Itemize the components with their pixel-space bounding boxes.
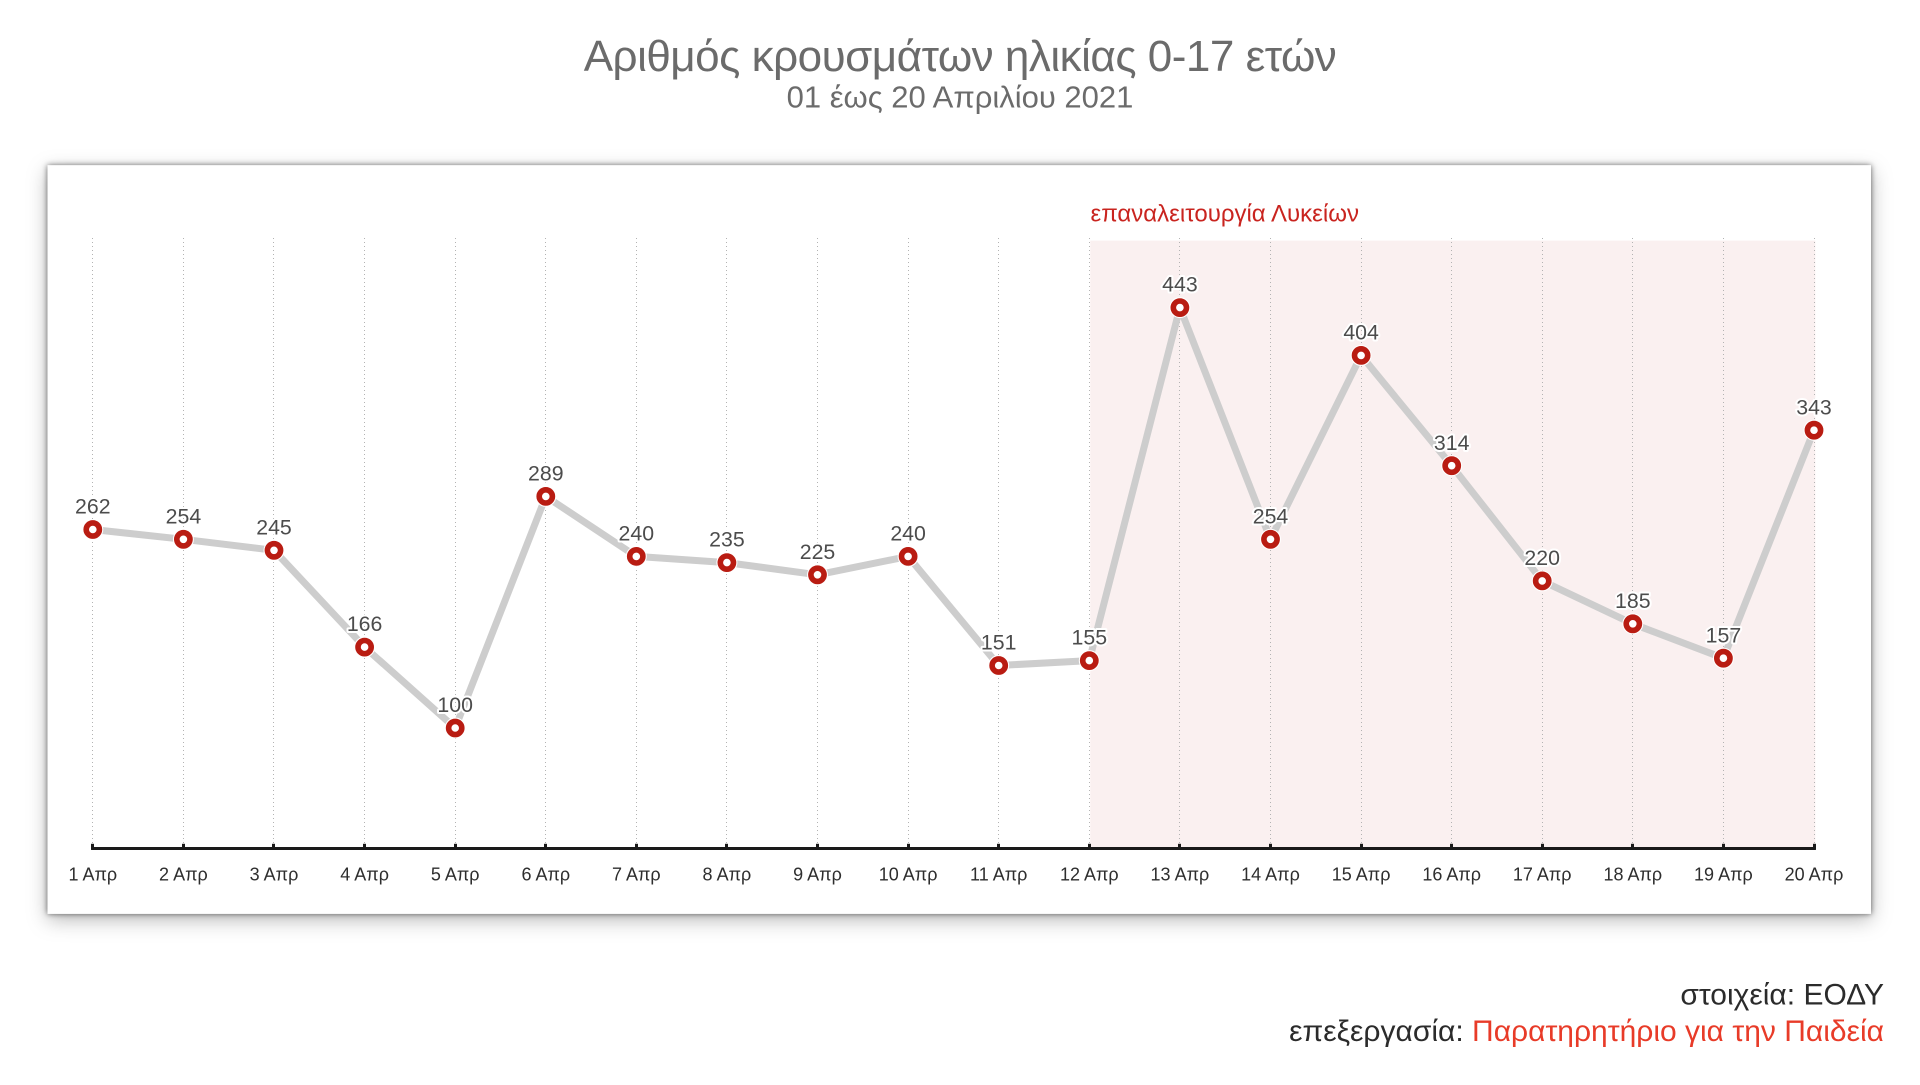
svg-text:5 Απρ: 5 Απρ — [431, 864, 480, 884]
svg-text:289: 289 — [528, 462, 564, 486]
svg-text:Αριθμός κρουσμάτων ηλικίας 0-1: Αριθμός κρουσμάτων ηλικίας 0-17 ετών — [584, 32, 1337, 81]
svg-text:100: 100 — [437, 693, 473, 717]
svg-text:20 Απρ: 20 Απρ — [1785, 864, 1844, 884]
svg-text:18 Απρ: 18 Απρ — [1603, 864, 1662, 884]
svg-text:240: 240 — [619, 522, 655, 546]
svg-text:6 Απρ: 6 Απρ — [521, 864, 570, 884]
svg-text:443: 443 — [1162, 273, 1198, 297]
svg-text:επαναλειτουργία Λυκείων: επαναλειτουργία Λυκείων — [1091, 201, 1359, 228]
svg-text:157: 157 — [1706, 623, 1742, 647]
svg-text:4 Απρ: 4 Απρ — [340, 864, 389, 884]
svg-text:στοιχεία: ΕΟΔΥ: στοιχεία: ΕΟΔΥ — [1680, 978, 1884, 1011]
svg-text:343: 343 — [1796, 395, 1832, 419]
svg-text:155: 155 — [1072, 626, 1108, 650]
svg-text:13 Απρ: 13 Απρ — [1151, 864, 1210, 884]
svg-text:11 Απρ: 11 Απρ — [970, 864, 1027, 884]
svg-text:2 Απρ: 2 Απρ — [159, 864, 208, 884]
svg-text:404: 404 — [1343, 321, 1379, 345]
svg-text:15 Απρ: 15 Απρ — [1332, 864, 1391, 884]
svg-text:245: 245 — [256, 515, 292, 539]
svg-text:8 Απρ: 8 Απρ — [703, 864, 752, 884]
svg-text:16 Απρ: 16 Απρ — [1422, 864, 1481, 884]
svg-text:14 Απρ: 14 Απρ — [1241, 864, 1300, 884]
svg-text:254: 254 — [1253, 504, 1289, 528]
svg-text:επεξεργασία: Παρατηρητήριο για: επεξεργασία: Παρατηρητήριο για την Παιδε… — [1289, 1015, 1884, 1048]
svg-text:10 Απρ: 10 Απρ — [879, 864, 938, 884]
svg-text:185: 185 — [1615, 589, 1651, 613]
svg-text:151: 151 — [981, 631, 1017, 655]
svg-text:314: 314 — [1434, 431, 1470, 455]
svg-text:225: 225 — [800, 540, 836, 564]
svg-text:262: 262 — [75, 495, 111, 519]
svg-text:220: 220 — [1524, 546, 1560, 570]
svg-text:254: 254 — [166, 504, 202, 528]
svg-text:01 έως 20 Απριλίου 2021: 01 έως 20 Απριλίου 2021 — [787, 80, 1134, 115]
svg-text:7 Απρ: 7 Απρ — [612, 864, 661, 884]
svg-text:235: 235 — [709, 528, 745, 552]
svg-text:3 Απρ: 3 Απρ — [250, 864, 299, 884]
svg-text:17 Απρ: 17 Απρ — [1513, 864, 1572, 884]
svg-text:166: 166 — [347, 612, 383, 636]
svg-text:1 Απρ: 1 Απρ — [68, 864, 117, 884]
svg-text:19 Απρ: 19 Απρ — [1694, 864, 1753, 884]
svg-text:240: 240 — [890, 522, 926, 546]
svg-text:12 Απρ: 12 Απρ — [1060, 864, 1119, 884]
svg-text:9 Απρ: 9 Απρ — [793, 864, 842, 884]
